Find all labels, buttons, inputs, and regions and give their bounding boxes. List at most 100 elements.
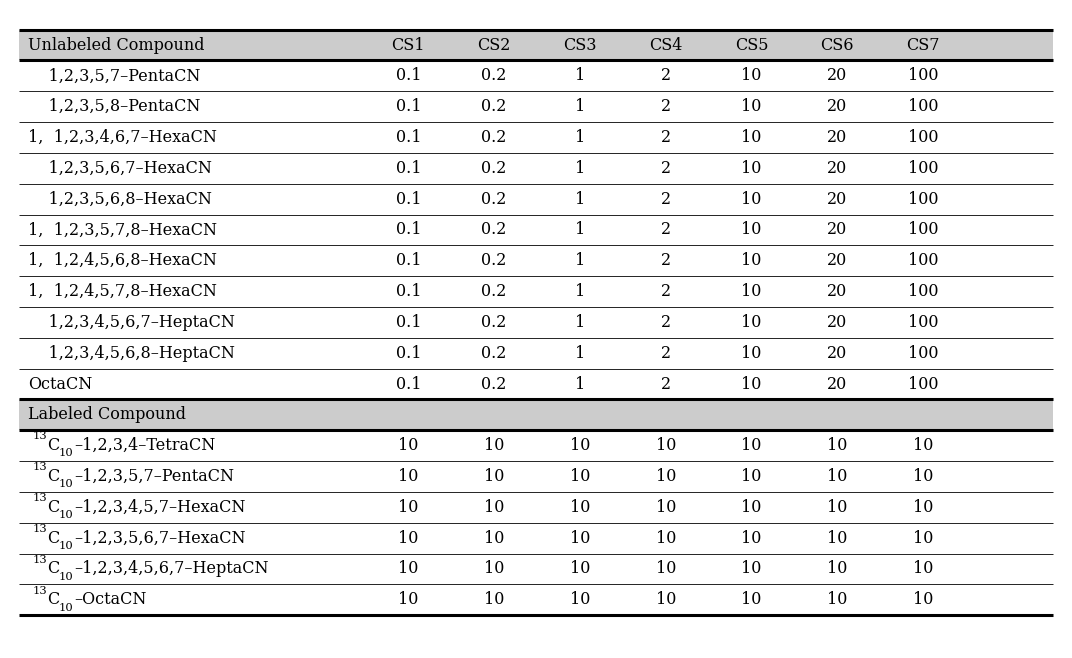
Text: 100: 100 (908, 283, 938, 300)
Text: 10: 10 (741, 530, 761, 547)
Text: 2: 2 (660, 283, 671, 300)
Bar (19, 276, 1053, 307)
Text: 0.2: 0.2 (481, 160, 507, 177)
Text: 0.2: 0.2 (481, 67, 507, 84)
Text: 1: 1 (575, 376, 585, 393)
Text: 10: 10 (913, 437, 934, 454)
Text: 1: 1 (575, 67, 585, 84)
Text: 10: 10 (741, 67, 761, 84)
Bar (19, 215, 1053, 245)
Text: 10: 10 (913, 468, 934, 485)
Text: 0.1: 0.1 (396, 376, 421, 393)
Text: 20: 20 (828, 222, 847, 238)
Text: 1: 1 (575, 191, 585, 208)
Text: 10: 10 (398, 468, 418, 485)
Text: 2: 2 (660, 191, 671, 208)
Text: CS3: CS3 (563, 37, 597, 53)
Text: 1,2,3,5,6,8–HexaCN: 1,2,3,5,6,8–HexaCN (28, 191, 212, 208)
Text: 100: 100 (908, 98, 938, 115)
Text: 10: 10 (398, 499, 418, 516)
Text: 10: 10 (741, 129, 761, 146)
Text: CS2: CS2 (477, 37, 511, 53)
Text: 1,  1,2,4,5,7,8–HexaCN: 1, 1,2,4,5,7,8–HexaCN (28, 283, 217, 300)
Text: 100: 100 (908, 376, 938, 393)
Text: 20: 20 (828, 376, 847, 393)
Text: 10: 10 (569, 468, 590, 485)
Text: 10: 10 (913, 592, 934, 608)
Text: 0.2: 0.2 (481, 283, 507, 300)
Text: 0.2: 0.2 (481, 252, 507, 269)
Text: 20: 20 (828, 98, 847, 115)
Bar (19, 553, 1053, 584)
Text: 20: 20 (828, 314, 847, 331)
Text: 10: 10 (741, 222, 761, 238)
Text: 10: 10 (59, 448, 74, 459)
Text: 10: 10 (741, 437, 761, 454)
Text: 1,  1,2,3,4,6,7–HexaCN: 1, 1,2,3,4,6,7–HexaCN (28, 129, 217, 146)
Bar (19, 399, 1053, 430)
Text: C: C (47, 592, 59, 608)
Text: 10: 10 (655, 499, 675, 516)
Text: 0.2: 0.2 (481, 129, 507, 146)
Text: 0.1: 0.1 (396, 252, 421, 269)
Text: Labeled Compound: Labeled Compound (28, 407, 185, 423)
Text: 10: 10 (655, 468, 675, 485)
Text: –1,2,3,5,6,7–HexaCN: –1,2,3,5,6,7–HexaCN (74, 530, 245, 547)
Text: 100: 100 (908, 160, 938, 177)
Text: 10: 10 (741, 345, 761, 362)
Text: 10: 10 (741, 160, 761, 177)
Text: 100: 100 (908, 191, 938, 208)
Text: 10: 10 (828, 468, 848, 485)
Text: C: C (47, 530, 59, 547)
Bar (19, 430, 1053, 461)
Text: 10: 10 (59, 541, 74, 551)
Text: CS6: CS6 (820, 37, 854, 53)
Text: 0.1: 0.1 (396, 160, 421, 177)
Text: 13: 13 (32, 432, 47, 442)
Text: –1,2,3,5,7–PentaCN: –1,2,3,5,7–PentaCN (74, 468, 234, 485)
Text: 20: 20 (828, 345, 847, 362)
Bar (19, 522, 1053, 553)
Text: 0.1: 0.1 (396, 283, 421, 300)
Text: 10: 10 (828, 561, 848, 578)
Text: 10: 10 (828, 437, 848, 454)
Text: 10: 10 (483, 592, 504, 608)
Text: 20: 20 (828, 283, 847, 300)
Text: 100: 100 (908, 314, 938, 331)
Text: 13: 13 (32, 586, 47, 595)
Text: 10: 10 (59, 510, 74, 520)
Text: 100: 100 (908, 222, 938, 238)
Text: 10: 10 (569, 499, 590, 516)
Text: 13: 13 (32, 493, 47, 503)
Text: 0.2: 0.2 (481, 191, 507, 208)
Text: 1,  1,2,3,5,7,8–HexaCN: 1, 1,2,3,5,7,8–HexaCN (28, 222, 217, 238)
Text: 10: 10 (913, 530, 934, 547)
Text: 10: 10 (569, 561, 590, 578)
Text: 0.2: 0.2 (481, 314, 507, 331)
Bar (19, 61, 1053, 91)
Text: CS4: CS4 (649, 37, 683, 53)
Bar (19, 461, 1053, 492)
Text: 10: 10 (741, 376, 761, 393)
Text: 100: 100 (908, 345, 938, 362)
Text: 1,  1,2,4,5,6,8–HexaCN: 1, 1,2,4,5,6,8–HexaCN (28, 252, 217, 269)
Text: 10: 10 (655, 530, 675, 547)
Text: 10: 10 (483, 530, 504, 547)
Text: 13: 13 (32, 555, 47, 565)
Text: 1: 1 (575, 314, 585, 331)
Text: 10: 10 (398, 592, 418, 608)
Text: 10: 10 (741, 283, 761, 300)
Text: 10: 10 (483, 561, 504, 578)
Text: CS1: CS1 (391, 37, 426, 53)
Text: 2: 2 (660, 345, 671, 362)
Text: 13: 13 (32, 463, 47, 472)
Text: 10: 10 (741, 561, 761, 578)
Text: CS5: CS5 (734, 37, 769, 53)
Text: 0.1: 0.1 (396, 345, 421, 362)
Text: 10: 10 (569, 437, 590, 454)
Text: 0.2: 0.2 (481, 376, 507, 393)
Text: C: C (47, 437, 59, 454)
Text: OctaCN: OctaCN (28, 376, 92, 393)
Text: 13: 13 (32, 524, 47, 534)
Text: –1,2,3,4,5,7–HexaCN: –1,2,3,4,5,7–HexaCN (74, 499, 245, 516)
